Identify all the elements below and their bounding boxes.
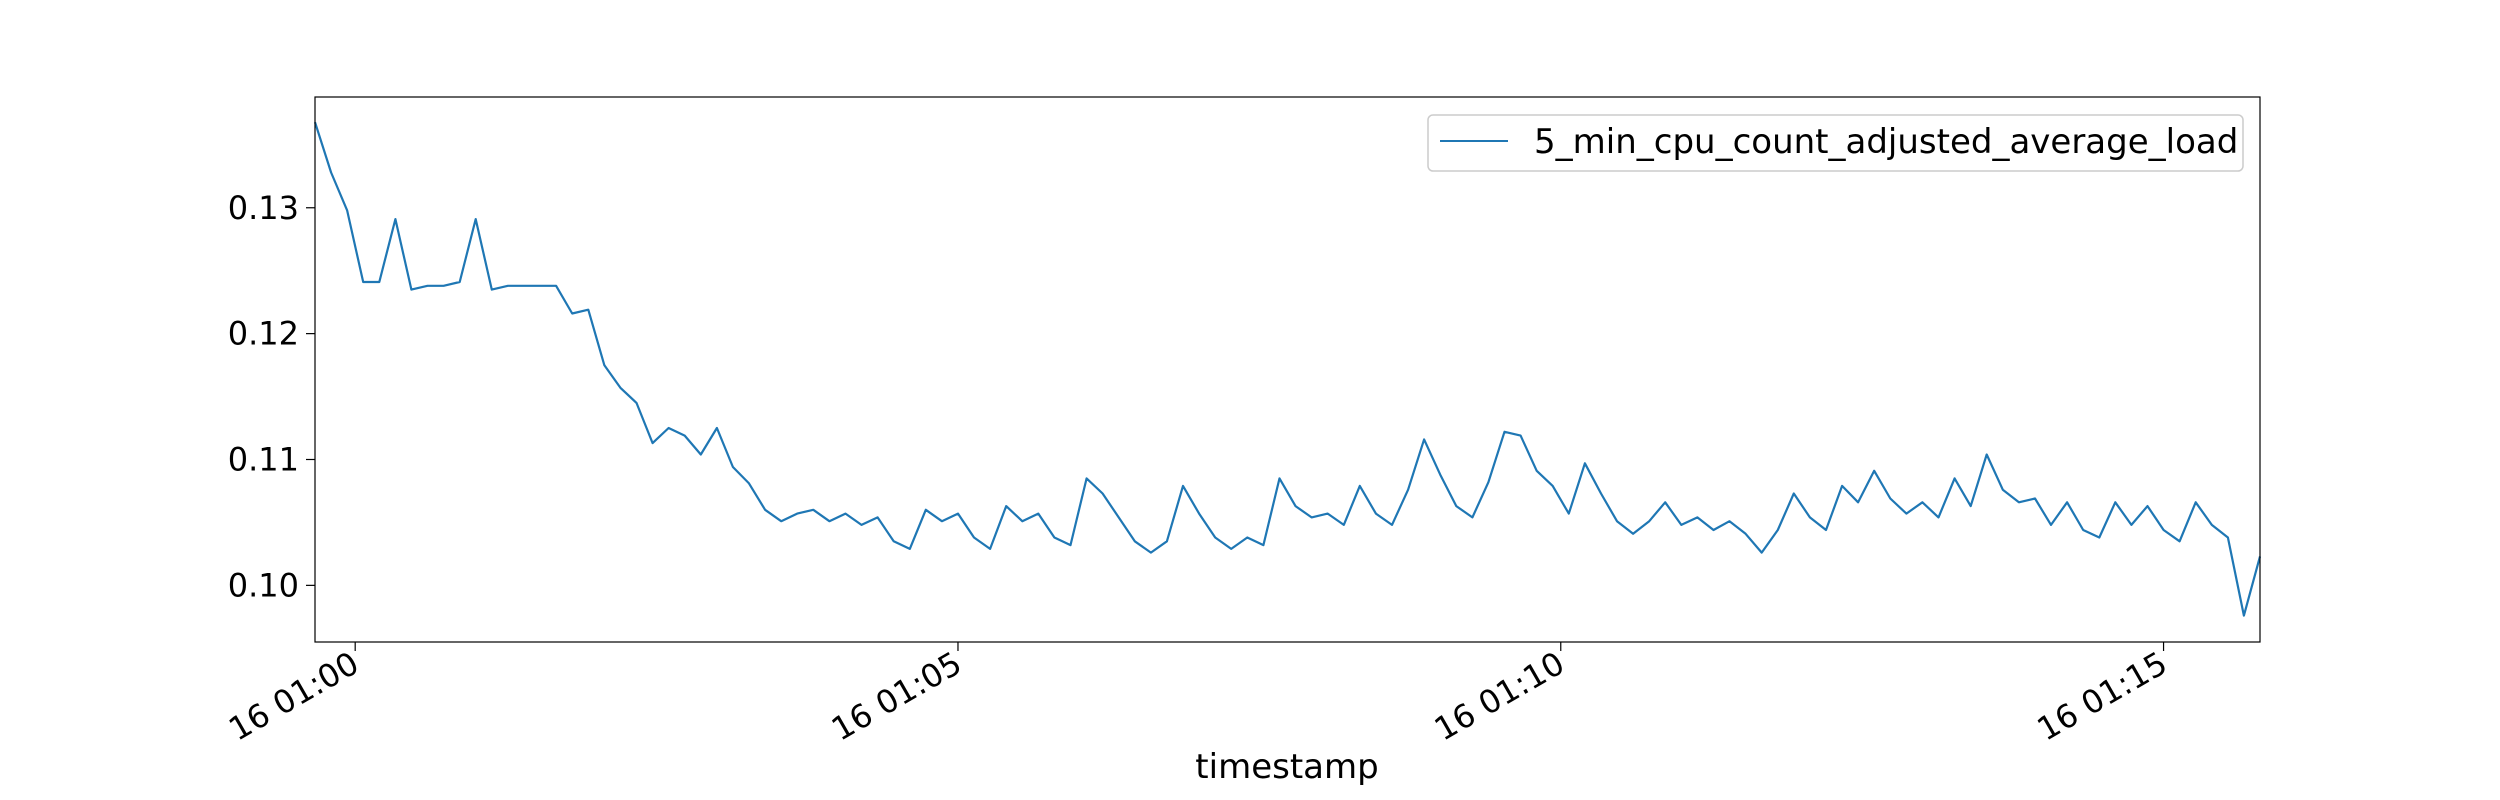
x-tick-label: 16 01:15 xyxy=(2031,644,2174,748)
y-tick-label: 0.11 xyxy=(228,440,299,478)
series-layer xyxy=(313,121,2262,617)
y-tick-label: 0.13 xyxy=(228,189,299,227)
legend-label: 5_min_cpu_count_adjusted_average_load xyxy=(1534,122,2238,162)
plot-frame xyxy=(314,96,2261,643)
y-tick-label: 0.12 xyxy=(228,315,299,353)
plot-background xyxy=(315,97,2260,642)
x-axis: 16 01:00 16 01:05 16 01:10 16 01:15 xyxy=(222,642,2174,748)
series-line-0 xyxy=(313,121,2262,617)
y-tick-label: 0.10 xyxy=(228,566,299,604)
x-tick-label: 16 01:00 xyxy=(222,644,365,748)
x-tick-label: 16 01:10 xyxy=(1428,644,1571,748)
x-axis-title: timestamp xyxy=(1195,747,1378,787)
y-axis: 0.10 0.11 0.12 0.13 xyxy=(228,189,315,604)
x-tick-label: 16 01:05 xyxy=(825,644,968,748)
legend-frame xyxy=(1427,114,2244,172)
legend: 5_min_cpu_count_adjusted_average_load xyxy=(1427,114,2244,172)
